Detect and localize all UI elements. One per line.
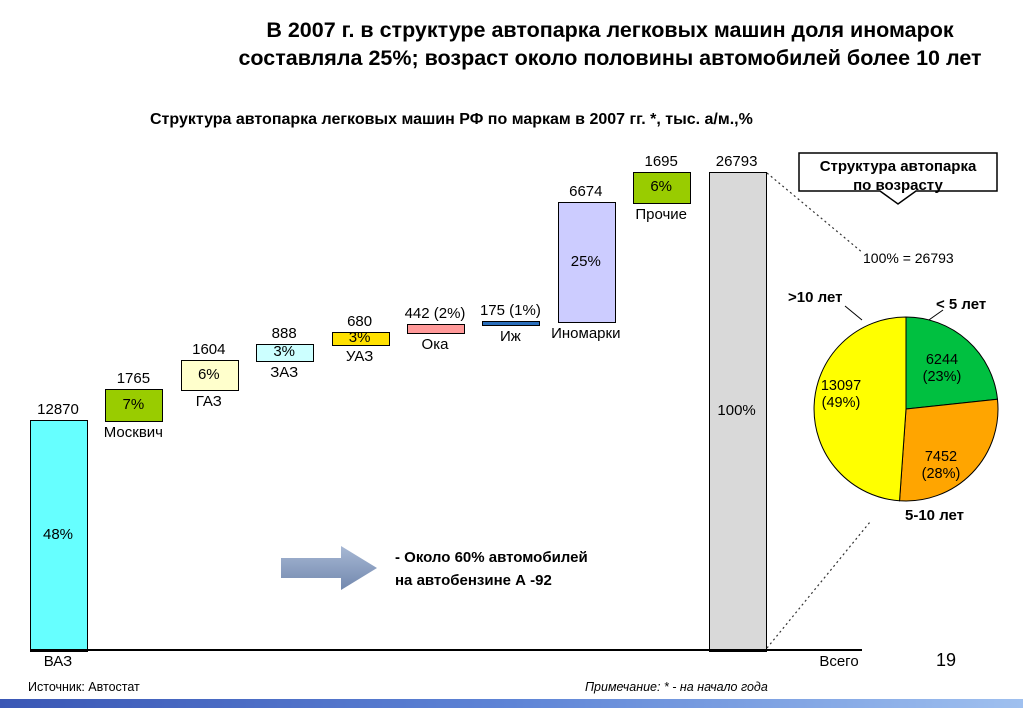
bar-category-label: Иж bbox=[499, 328, 521, 346]
pie-value-label-5-10 лет: 7452 (28%) bbox=[896, 449, 986, 483]
bar-category-label: ЗАЗ bbox=[270, 364, 299, 382]
waterfall-bar-Иномарки bbox=[557, 202, 616, 324]
pie-percent: (23%) bbox=[922, 369, 962, 385]
bar-percent-label: 7% bbox=[122, 395, 145, 413]
age-callout-line2: по возрасту bbox=[853, 177, 943, 194]
bar-percent-label: 48% bbox=[42, 526, 74, 544]
waterfall-bar-Прочие bbox=[633, 172, 692, 205]
bar-value-label: 442 (2%) bbox=[404, 305, 466, 323]
age-pie-chart bbox=[813, 316, 999, 502]
bar-category-label: Иномарки bbox=[551, 325, 621, 343]
bar-category-label: Москвич bbox=[103, 424, 163, 442]
bar-value-label: 26793 bbox=[715, 153, 758, 170]
bar-category-label: Ока bbox=[421, 336, 449, 354]
bar-value-label: 12870 bbox=[37, 401, 79, 419]
bar-value-label: 175 (1%) bbox=[479, 302, 541, 320]
bar-category-label: ВАЗ bbox=[43, 653, 73, 670]
footer-note: Примечание: * - на начало года bbox=[585, 680, 768, 694]
pie-value: 7452 bbox=[924, 449, 958, 465]
waterfall-bar-Ока bbox=[407, 324, 465, 335]
pie-slice->10 лет bbox=[813, 316, 907, 502]
pie-value: 13097 bbox=[820, 378, 862, 394]
waterfall-bar-ГАЗ bbox=[180, 360, 239, 391]
bar-category-label: ГАЗ bbox=[195, 392, 222, 410]
page-number: 19 bbox=[936, 650, 957, 670]
waterfall-bar-Всего bbox=[708, 172, 767, 652]
slide-title-line1: В 2007 г. в структуре автопарка легковых… bbox=[266, 18, 954, 42]
bar-category-label: Всего bbox=[819, 653, 859, 670]
bar-percent-label: 3% bbox=[273, 343, 296, 361]
pie-label-5to10: 5-10 лет bbox=[905, 507, 965, 524]
bottom-accent-bar bbox=[0, 699, 1023, 708]
pie-slice-< 5 лет bbox=[905, 316, 999, 410]
slide-title-line2: составляла 25%; возраст около половины а… bbox=[238, 46, 982, 70]
bar-value-label: 6674 bbox=[569, 183, 603, 201]
waterfall-bar-ВАЗ bbox=[30, 420, 88, 652]
fuel-annotation-line2: на автобензине А -92 bbox=[395, 572, 552, 589]
bar-percent-label: 100% bbox=[717, 402, 756, 419]
bar-category-label: УАЗ bbox=[345, 348, 374, 366]
bar-category-label: Прочие bbox=[635, 206, 688, 224]
pie-percent: (49%) bbox=[821, 395, 861, 411]
bar-value-label: 1695 bbox=[644, 153, 678, 170]
bar-value-label: 680 bbox=[347, 313, 373, 331]
pie-value-label-< 5 лет: 6244 (23%) bbox=[897, 352, 987, 386]
age-callout-line1: Структура автопарка bbox=[819, 158, 977, 175]
age-callout-shape bbox=[798, 152, 998, 205]
bar-value-label: 888 bbox=[271, 325, 297, 343]
bar-percent-label: 6% bbox=[197, 365, 220, 383]
slide-title: В 2007 г. в структуре автопарка легковых… bbox=[197, 16, 1023, 72]
waterfall-bar-Иж bbox=[482, 321, 541, 327]
bar-value-label: 1765 bbox=[116, 369, 151, 387]
age-callout-title: Структура автопарка по возрасту bbox=[798, 157, 998, 195]
fuel-annotation: - Около 60% автомобилей на автобензине А… bbox=[395, 546, 588, 592]
pie-value: 6244 bbox=[925, 352, 959, 368]
waterfall-chart-title: Структура автопарка легковых машин РФ по… bbox=[150, 111, 753, 128]
pie-label-under5: < 5 лет bbox=[936, 296, 987, 313]
fuel-annotation-line1: - Около 60% автомобилей bbox=[395, 549, 588, 566]
waterfall-bar-УАЗ bbox=[331, 332, 390, 347]
x-axis-line bbox=[30, 649, 862, 651]
footer-source: Источник: Автостат bbox=[28, 680, 140, 694]
waterfall-bar-Москвич bbox=[105, 388, 164, 423]
bar-percent-label: 3% bbox=[348, 329, 371, 347]
pie-value-label->10 лет: 13097 (49%) bbox=[796, 378, 886, 412]
bar-value-label: 1604 bbox=[192, 341, 226, 359]
pie-percent: (28%) bbox=[921, 466, 961, 482]
bar-percent-label: 6% bbox=[650, 178, 673, 196]
waterfall-bar-ЗАЗ bbox=[256, 344, 315, 363]
pie-slice-5-10 лет bbox=[899, 398, 999, 502]
bar-percent-label: 25% bbox=[570, 252, 601, 270]
right-arrow-icon bbox=[281, 546, 377, 590]
pie-label-over10: >10 лет bbox=[788, 289, 843, 306]
dotted-connector-bottom bbox=[766, 521, 871, 649]
pie-total-label: 100% = 26793 bbox=[863, 250, 954, 266]
